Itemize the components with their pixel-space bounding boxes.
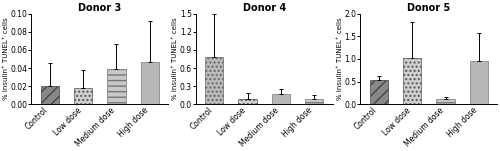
Bar xyxy=(74,88,92,104)
Bar xyxy=(238,99,257,104)
Bar xyxy=(205,57,224,104)
Title: Donor 3: Donor 3 xyxy=(78,3,122,13)
Y-axis label: % insulin⁺ TUNEL⁺ cells: % insulin⁺ TUNEL⁺ cells xyxy=(337,18,343,100)
Bar xyxy=(436,99,454,104)
Title: Donor 5: Donor 5 xyxy=(407,3,451,13)
Y-axis label: % insulin⁺ TUNEL⁺ cells: % insulin⁺ TUNEL⁺ cells xyxy=(172,18,178,100)
Bar xyxy=(40,86,59,104)
Bar xyxy=(470,61,488,104)
Bar xyxy=(107,69,126,104)
Bar xyxy=(272,94,290,104)
Bar xyxy=(140,62,159,104)
Bar xyxy=(305,100,324,104)
Title: Donor 4: Donor 4 xyxy=(242,3,286,13)
Bar xyxy=(370,80,388,104)
Bar xyxy=(403,58,421,104)
Y-axis label: % insulin⁺ TUNEL⁺ cells: % insulin⁺ TUNEL⁺ cells xyxy=(3,18,9,100)
